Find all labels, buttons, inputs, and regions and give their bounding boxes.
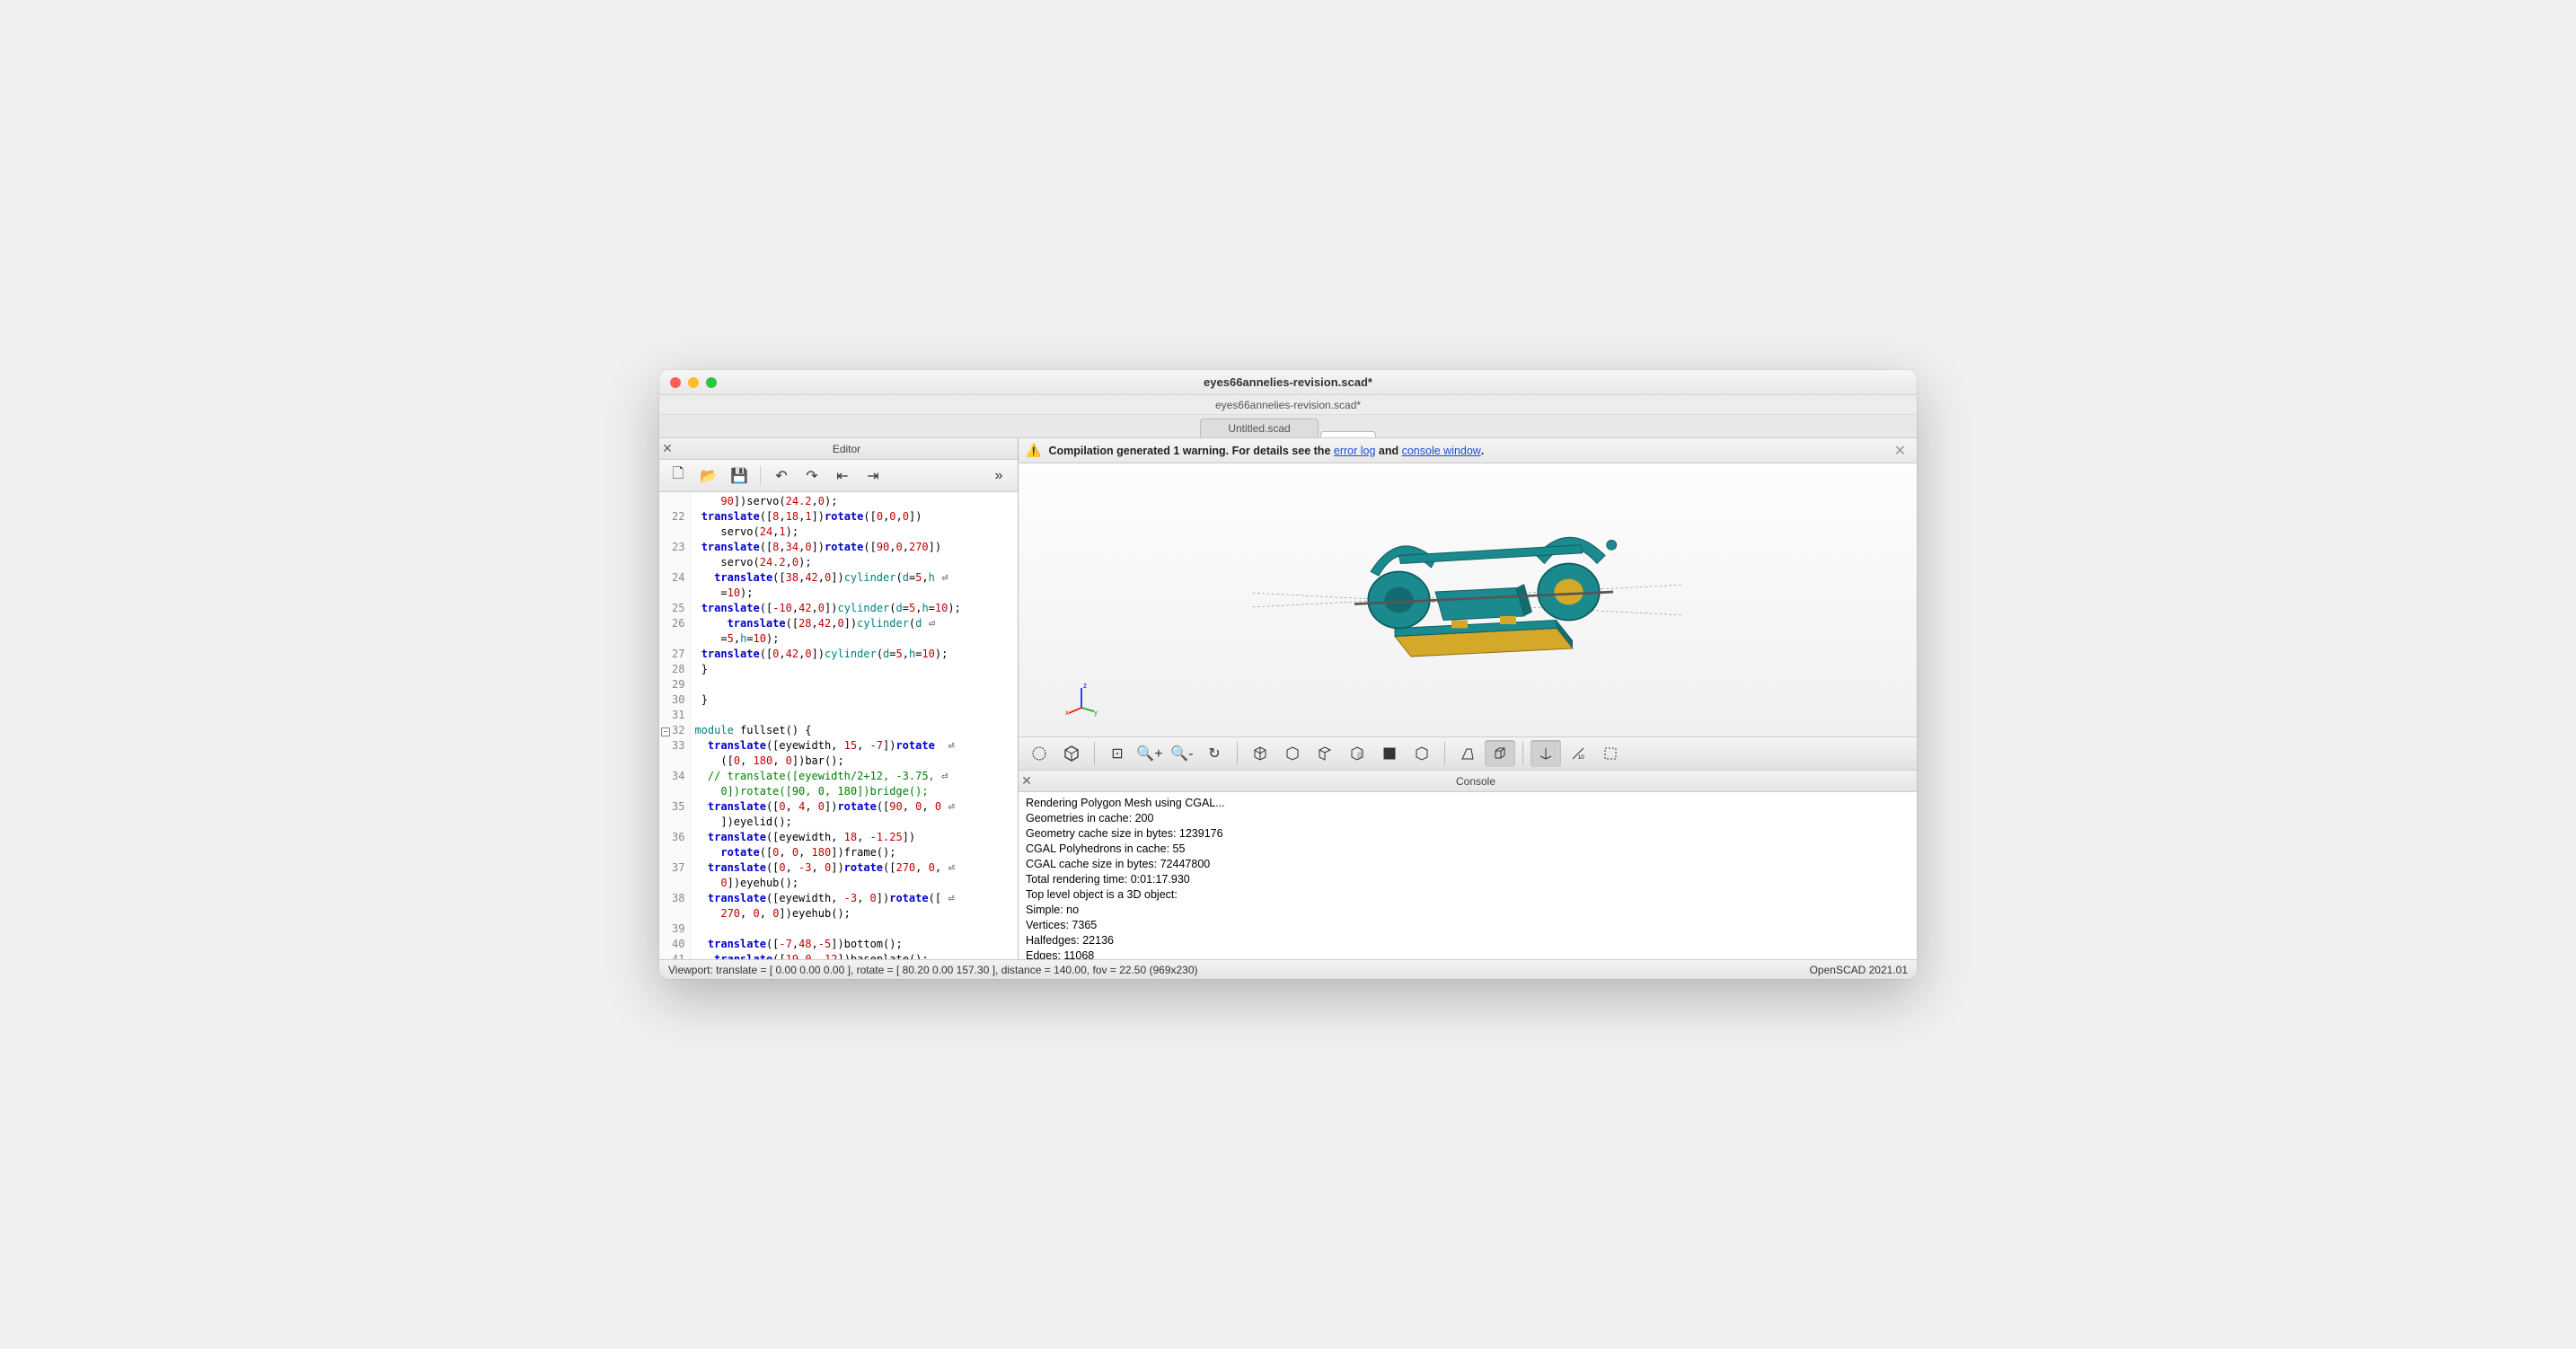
axis-gizmo: z x y bbox=[1063, 681, 1099, 719]
close-editor-icon[interactable]: ✕ bbox=[659, 441, 675, 456]
svg-text:y: y bbox=[1094, 709, 1098, 717]
scale-icon[interactable]: 10 bbox=[1563, 740, 1593, 767]
document-path: eyes66annelies-revision.scad* bbox=[659, 395, 1917, 415]
zoom-fit-icon[interactable]: ⊡ bbox=[1102, 740, 1133, 767]
tab-untitled[interactable]: Untitled.scad bbox=[1200, 419, 1318, 437]
console-window-link[interactable]: console window bbox=[1402, 445, 1481, 457]
titlebar[interactable]: eyes66annelies-revision.scad* bbox=[659, 370, 1917, 395]
3d-viewport[interactable]: z x y bbox=[1019, 463, 1917, 736]
unindent-icon[interactable]: ⇤ bbox=[829, 464, 856, 488]
reset-view-icon[interactable]: ↻ bbox=[1199, 740, 1230, 767]
rendered-model bbox=[1252, 511, 1683, 673]
view-top-icon[interactable] bbox=[1277, 740, 1308, 767]
window-title: eyes66annelies-revision.scad* bbox=[659, 375, 1917, 389]
app-window: eyes66annelies-revision.scad* eyes66anne… bbox=[659, 370, 1917, 979]
svg-text:z: z bbox=[1083, 682, 1087, 690]
svg-text:10: 10 bbox=[1578, 755, 1584, 761]
view-toolbar: ⊡ 🔍+ 🔍- ↻ 10 bbox=[1019, 736, 1917, 771]
view-right-icon[interactable] bbox=[1245, 740, 1275, 767]
render-icon[interactable] bbox=[1056, 740, 1087, 767]
version-info: OpenSCAD 2021.01 bbox=[1810, 964, 1908, 976]
view-bottom-icon[interactable] bbox=[1310, 740, 1340, 767]
crosshair-icon[interactable] bbox=[1595, 740, 1626, 767]
zoom-out-icon[interactable]: 🔍- bbox=[1167, 740, 1197, 767]
indent-icon[interactable]: ⇥ bbox=[860, 464, 887, 488]
console-pane: ✕ Console Rendering Polygon Mesh using C… bbox=[1019, 771, 1917, 959]
tabs-bar: Untitled.scad bbox=[659, 415, 1917, 438]
axes-icon[interactable] bbox=[1531, 740, 1561, 767]
redo-icon[interactable]: ↷ bbox=[798, 464, 825, 488]
warning-bar: ⚠️ Compilation generated 1 warning. For … bbox=[1019, 438, 1917, 463]
editor-header-label: Editor bbox=[675, 443, 1018, 455]
orthogonal-icon[interactable] bbox=[1485, 740, 1515, 767]
viewport-info: Viewport: translate = [ 0.00 0.00 0.00 ]… bbox=[668, 964, 1198, 976]
close-console-icon[interactable]: ✕ bbox=[1019, 773, 1035, 789]
svg-text:x: x bbox=[1065, 709, 1069, 717]
undo-icon[interactable]: ↶ bbox=[768, 464, 795, 488]
statusbar: Viewport: translate = [ 0.00 0.00 0.00 ]… bbox=[659, 959, 1917, 979]
view-back-icon[interactable] bbox=[1407, 740, 1437, 767]
editor-header: ✕ Editor bbox=[659, 438, 1018, 460]
console-output[interactable]: Rendering Polygon Mesh using CGAL...Geom… bbox=[1019, 792, 1917, 959]
right-pane: ⚠️ Compilation generated 1 warning. For … bbox=[1019, 438, 1917, 959]
view-front-icon[interactable] bbox=[1374, 740, 1405, 767]
open-file-icon[interactable]: 📂 bbox=[695, 464, 722, 488]
overflow-icon[interactable]: » bbox=[985, 464, 1012, 488]
warning-icon: ⚠️ bbox=[1026, 443, 1041, 458]
view-left-icon[interactable] bbox=[1342, 740, 1372, 767]
zoom-in-icon[interactable]: 🔍+ bbox=[1134, 740, 1165, 767]
save-file-icon[interactable]: 💾 bbox=[726, 464, 753, 488]
close-warning-icon[interactable]: ✕ bbox=[1891, 442, 1910, 460]
code-editor[interactable]: 22 23 24 2526 2728293031−3233 34 35 36 3… bbox=[659, 492, 1018, 959]
preview-icon[interactable] bbox=[1024, 740, 1054, 767]
tab-active[interactable] bbox=[1320, 431, 1376, 437]
editor-pane: ✕ Editor 🗋 📂 💾 ↶ ↷ ⇤ ⇥ » 22 23 24 2526 2… bbox=[659, 438, 1019, 959]
console-header: ✕ Console bbox=[1019, 771, 1917, 792]
console-header-label: Console bbox=[1035, 775, 1917, 788]
new-file-icon[interactable]: 🗋 bbox=[665, 464, 692, 488]
editor-toolbar: 🗋 📂 💾 ↶ ↷ ⇤ ⇥ » bbox=[659, 460, 1018, 492]
error-log-link[interactable]: error log bbox=[1334, 445, 1376, 457]
perspective-icon[interactable] bbox=[1452, 740, 1483, 767]
warning-text: Compilation generated 1 warning. For det… bbox=[1048, 445, 1484, 457]
